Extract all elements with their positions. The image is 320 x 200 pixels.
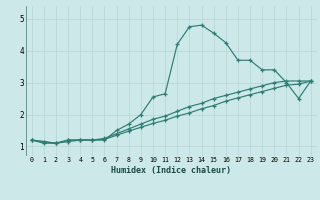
X-axis label: Humidex (Indice chaleur): Humidex (Indice chaleur) [111,166,231,175]
